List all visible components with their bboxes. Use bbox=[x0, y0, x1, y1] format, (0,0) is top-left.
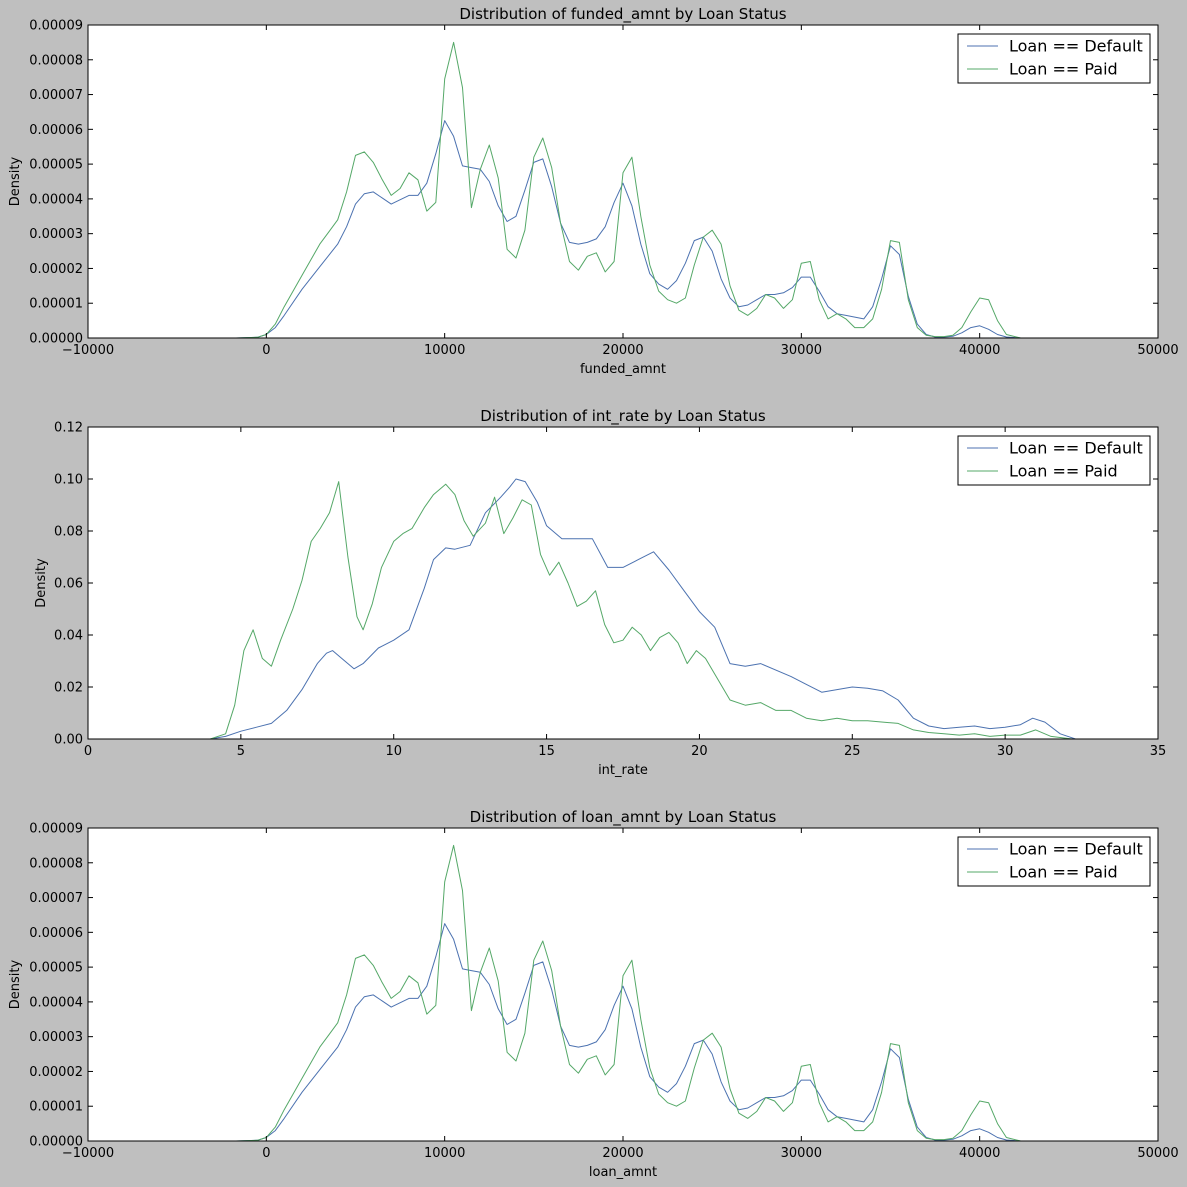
x-tick-label: 30000 bbox=[781, 1146, 822, 1161]
y-tick-label: 0.00009 bbox=[29, 19, 83, 34]
x-tick-label: 25 bbox=[844, 744, 861, 759]
y-tick-label: 0.00008 bbox=[29, 856, 83, 871]
y-axis-label: Density bbox=[8, 959, 23, 1009]
y-tick-label: 0.04 bbox=[54, 629, 83, 644]
x-tick-label: 20 bbox=[691, 744, 708, 759]
y-tick-label: 0.00006 bbox=[29, 926, 83, 941]
y-tick-label: 0.06 bbox=[54, 577, 83, 592]
series-group bbox=[235, 41, 1021, 338]
legend-box bbox=[957, 836, 1151, 887]
chart-title: Distribution of int_rate by Loan Status bbox=[480, 407, 766, 426]
series-group bbox=[210, 478, 1076, 739]
x-tick-label: 40000 bbox=[959, 343, 1000, 358]
series-line-paid bbox=[235, 41, 1021, 338]
x-axis-label: funded_amnt bbox=[580, 362, 666, 377]
legend-label-default: Loan == Default bbox=[1009, 37, 1143, 56]
x-axis-label: loan_amnt bbox=[589, 1165, 657, 1180]
x-tick-label: 15 bbox=[538, 744, 555, 759]
x-tick-label: −10000 bbox=[62, 1146, 114, 1161]
legend: Loan == Default Loan == Paid bbox=[957, 836, 1151, 887]
chart-panel-1: −10000 0 10000 20000 30000 40000 50000 0.00000 0… bbox=[8, 5, 1179, 377]
legend-box bbox=[957, 435, 1151, 486]
x-tick-label: 50000 bbox=[1137, 343, 1178, 358]
y-tick-label: 0.12 bbox=[54, 421, 83, 436]
legend-label-paid: Loan == Paid bbox=[1009, 863, 1118, 882]
chart-title: Distribution of funded_amnt by Loan Stat… bbox=[459, 5, 786, 24]
y-axis-label: Density bbox=[34, 558, 49, 608]
y-tick-label: 0.00005 bbox=[29, 961, 83, 976]
x-tick-label: 50000 bbox=[1137, 1146, 1178, 1161]
y-tick-label: 0.00004 bbox=[29, 995, 83, 1010]
series-line-paid bbox=[235, 844, 1021, 1141]
x-tick-label: 10 bbox=[385, 744, 402, 759]
y-tick-label: 0.00004 bbox=[29, 192, 83, 207]
x-tick-label: 30 bbox=[997, 744, 1014, 759]
y-tick-label: 0.00003 bbox=[29, 227, 83, 242]
x-tick-label: 10000 bbox=[424, 1146, 465, 1161]
x-tick-label: 5 bbox=[237, 744, 245, 759]
legend-label-paid: Loan == Paid bbox=[1009, 60, 1118, 79]
x-tick-label: 40000 bbox=[959, 1146, 1000, 1161]
x-tick-label: 0 bbox=[262, 1146, 270, 1161]
y-tick-label: 0.00001 bbox=[29, 1100, 83, 1115]
y-tick-label: 0.10 bbox=[54, 473, 83, 488]
legend: Loan == Default Loan == Paid bbox=[957, 33, 1151, 84]
y-tick-label: 0.00007 bbox=[29, 891, 83, 906]
x-tick-label: 0 bbox=[84, 744, 92, 759]
y-tick-label: 0.00006 bbox=[29, 123, 83, 138]
y-tick-label: 0.00003 bbox=[29, 1030, 83, 1045]
y-tick-label: 0.00002 bbox=[29, 1065, 83, 1080]
y-tick-label: 0.00009 bbox=[29, 822, 83, 837]
chart-panel-3: −10000 0 10000 20000 30000 40000 50000 0.00000 0… bbox=[8, 808, 1179, 1180]
x-axis-label: int_rate bbox=[598, 763, 648, 778]
legend: Loan == Default Loan == Paid bbox=[957, 435, 1151, 486]
y-tick-label: 0.00 bbox=[54, 733, 83, 748]
series-line-default bbox=[210, 478, 1076, 739]
legend-label-default: Loan == Default bbox=[1009, 439, 1143, 458]
y-tick-label: 0.00007 bbox=[29, 88, 83, 103]
chart-panel-2: 0 5 10 15 20 25 30 35 0.00 0.02 0.04 0.06 0.08 0.10 0.… bbox=[34, 407, 1166, 778]
y-tick-label: 0.08 bbox=[54, 525, 83, 540]
legend-label-default: Loan == Default bbox=[1009, 840, 1143, 859]
legend-box bbox=[957, 33, 1151, 84]
y-axis-label: Density bbox=[8, 156, 23, 206]
y-tick-label: 0.00005 bbox=[29, 158, 83, 173]
x-tick-label: 20000 bbox=[602, 1146, 643, 1161]
chart-title: Distribution of loan_amnt by Loan Status bbox=[470, 808, 777, 827]
x-tick-label: 10000 bbox=[424, 343, 465, 358]
x-tick-label: 35 bbox=[1150, 744, 1167, 759]
x-tick-label: −10000 bbox=[62, 343, 114, 358]
x-tick-label: 30000 bbox=[781, 343, 822, 358]
series-group bbox=[235, 844, 1021, 1141]
y-tick-label: 0.00000 bbox=[29, 1135, 83, 1150]
legend-label-paid: Loan == Paid bbox=[1009, 462, 1118, 481]
y-tick-label: 0.00002 bbox=[29, 262, 83, 277]
y-tick-label: 0.02 bbox=[54, 681, 83, 696]
x-tick-label: 20000 bbox=[602, 343, 643, 358]
series-line-paid bbox=[210, 481, 1073, 739]
y-tick-label: 0.00000 bbox=[29, 332, 83, 347]
y-tick-label: 0.00001 bbox=[29, 297, 83, 312]
y-tick-label: 0.00008 bbox=[29, 53, 83, 68]
x-tick-label: 0 bbox=[262, 343, 270, 358]
